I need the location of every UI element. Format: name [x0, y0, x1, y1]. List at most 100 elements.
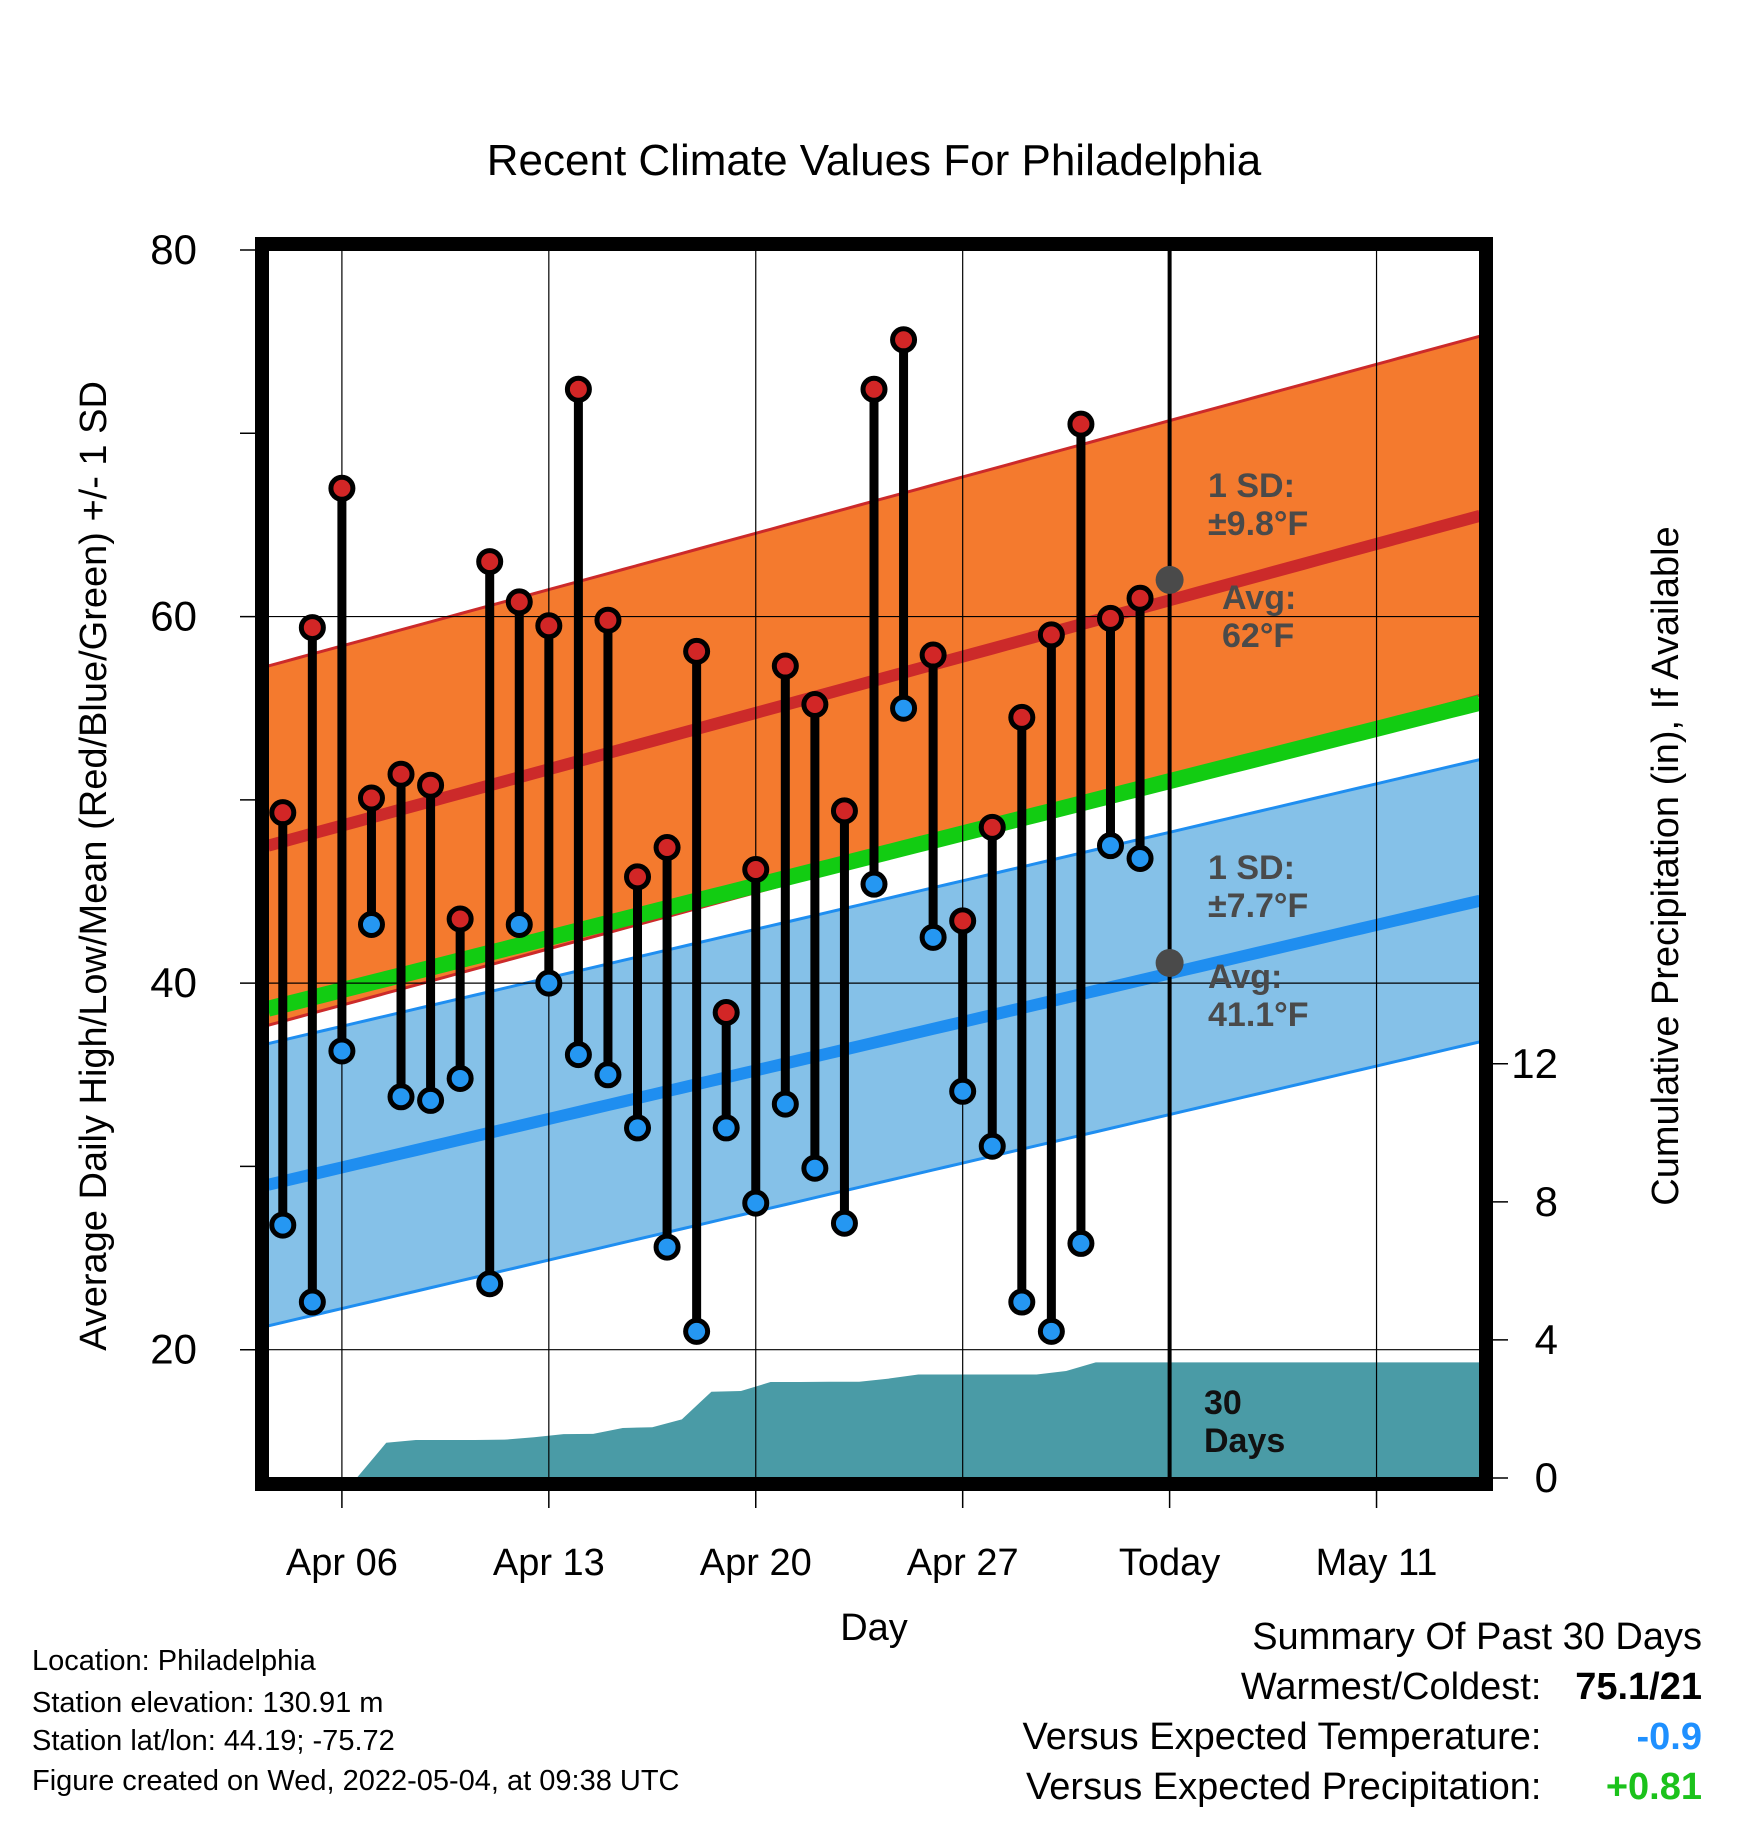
low-sd-band-lower-edge [268, 1040, 1480, 1328]
daily-high-point [505, 588, 533, 616]
daily-low-point [1096, 832, 1124, 860]
low-avg-annotation-line-2: 41.1°F [1208, 996, 1309, 1034]
daily-low-point [417, 1086, 445, 1114]
daily-low-point [1037, 1317, 1065, 1345]
low-sd-annotation-line-1: 1 SD: [1208, 849, 1295, 887]
daily-low-point [830, 1209, 858, 1237]
daily-low-point [564, 1041, 592, 1069]
y2-tick-label: 8 [1535, 1178, 1558, 1225]
daily-high-point [446, 905, 474, 933]
daily-low-point [653, 1233, 681, 1261]
x-axis-label: Day [840, 1607, 908, 1649]
daily-high-point [860, 375, 888, 403]
daily-low-point [269, 1211, 297, 1239]
daily-high-point [949, 907, 977, 935]
daily-high-point [624, 863, 652, 891]
temp-value: -0.9 [1636, 1716, 1702, 1758]
x-tick-label: Apr 06 [286, 1542, 398, 1584]
y2-tick-label: 0 [1535, 1454, 1558, 1501]
high-sd-annotation-line-1: 1 SD: [1208, 467, 1295, 505]
days-annotation-line-1: 30 [1204, 1384, 1242, 1422]
y2-tick-label: 12 [1511, 1040, 1558, 1087]
daily-low-point [1126, 845, 1154, 873]
daily-high-point [594, 606, 622, 634]
daily-high-point [830, 797, 858, 825]
daily-low-point [387, 1083, 415, 1111]
x-tick-label: Apr 13 [493, 1542, 605, 1584]
plot-frame [255, 237, 1493, 1491]
daily-low-point [742, 1189, 770, 1217]
x-tick-label: Apr 27 [907, 1542, 1019, 1584]
daily-low-point [624, 1114, 652, 1142]
daily-high-point [269, 799, 297, 827]
daily-high-point [712, 998, 740, 1026]
daily-low-point [535, 969, 563, 997]
x-tick-label: Today [1119, 1542, 1220, 1584]
x-tick-label: Apr 20 [700, 1542, 812, 1584]
y-tick-label: 60 [150, 593, 197, 640]
daily-high-point [476, 548, 504, 576]
low-avg-annotation-line-1: Avg: [1208, 958, 1282, 996]
warm-cold-value: 75.1/21 [1575, 1666, 1702, 1708]
summary-precip: Versus Expected Precipitation: +0.81 [1026, 1766, 1702, 1809]
daily-low-point [1008, 1288, 1036, 1316]
daily-low-point [328, 1037, 356, 1065]
daily-high-point [771, 652, 799, 680]
daily-low-point [860, 870, 888, 898]
daily-high-point [1067, 410, 1095, 438]
daily-high-point [890, 326, 918, 354]
daily-low-point [801, 1154, 829, 1182]
daily-high-point [1126, 584, 1154, 612]
elevation-text: Station elevation: 130.91 m [32, 1687, 384, 1719]
daily-low-point [919, 923, 947, 951]
daily-low-point [594, 1061, 622, 1089]
daily-high-point [1096, 604, 1124, 632]
daily-low-point [476, 1270, 504, 1298]
high-avg-annotation-line-2: 62°F [1222, 617, 1294, 655]
summary-temp: Versus Expected Temperature: -0.9 [1023, 1716, 1702, 1759]
temp-label: Versus Expected Temperature: [1022, 1716, 1542, 1758]
y2-tick-label: 4 [1535, 1316, 1558, 1363]
daily-low-point [298, 1288, 326, 1316]
daily-low-point [771, 1090, 799, 1118]
daily-high-point [801, 691, 829, 719]
precip-area [297, 1362, 1480, 1478]
daily-low-point [978, 1132, 1006, 1160]
daily-high-point [919, 641, 947, 669]
high-avg-annotation-line-1: Avg: [1222, 579, 1296, 617]
daily-low-point [890, 694, 918, 722]
daily-high-point [1008, 703, 1036, 731]
high-sd-annotation-line-2: ±9.8°F [1208, 505, 1308, 543]
y2-axis-label: Cumulative Precipitation (in), If Availa… [1645, 526, 1687, 1205]
y-axis-label: Average Daily High/Low/Mean (Red/Blue/Gr… [73, 381, 115, 1351]
high-avg-marker [1155, 565, 1184, 594]
x-tick-label: May 11 [1316, 1542, 1438, 1584]
days-annotation-line-2: Days [1204, 1422, 1285, 1460]
y-tick-label: 20 [150, 1326, 197, 1373]
precip-value: +0.81 [1605, 1766, 1702, 1808]
daily-low-point [712, 1114, 740, 1142]
daily-high-point [1037, 621, 1065, 649]
daily-high-point [742, 855, 770, 883]
daily-high-point [535, 612, 563, 640]
daily-high-point [387, 760, 415, 788]
low-avg-marker [1155, 948, 1184, 977]
low-normal-line [268, 894, 1480, 1191]
y-tick-label: 40 [150, 959, 197, 1006]
chart-title: Recent Climate Values For Philadelphia [487, 136, 1262, 185]
latlon-text: Station lat/lon: 44.19; -75.72 [32, 1725, 395, 1757]
daily-high-point [417, 771, 445, 799]
plot-area [268, 250, 1480, 1478]
daily-high-point [653, 834, 681, 862]
daily-high-point [683, 637, 711, 665]
daily-low-point [505, 910, 533, 938]
summary-heading: Summary Of Past 30 Days [1252, 1616, 1702, 1658]
created-text: Figure created on Wed, 2022-05-04, at 09… [32, 1765, 680, 1797]
low-sd-annotation-line-2: ±7.7°F [1208, 887, 1308, 925]
y-tick-label: 80 [150, 226, 197, 273]
low-sd-band-upper-edge [268, 758, 1480, 1046]
daily-high-point [298, 614, 326, 642]
warm-cold-label: Warmest/Coldest: [1240, 1666, 1542, 1708]
daily-high-point [357, 784, 385, 812]
